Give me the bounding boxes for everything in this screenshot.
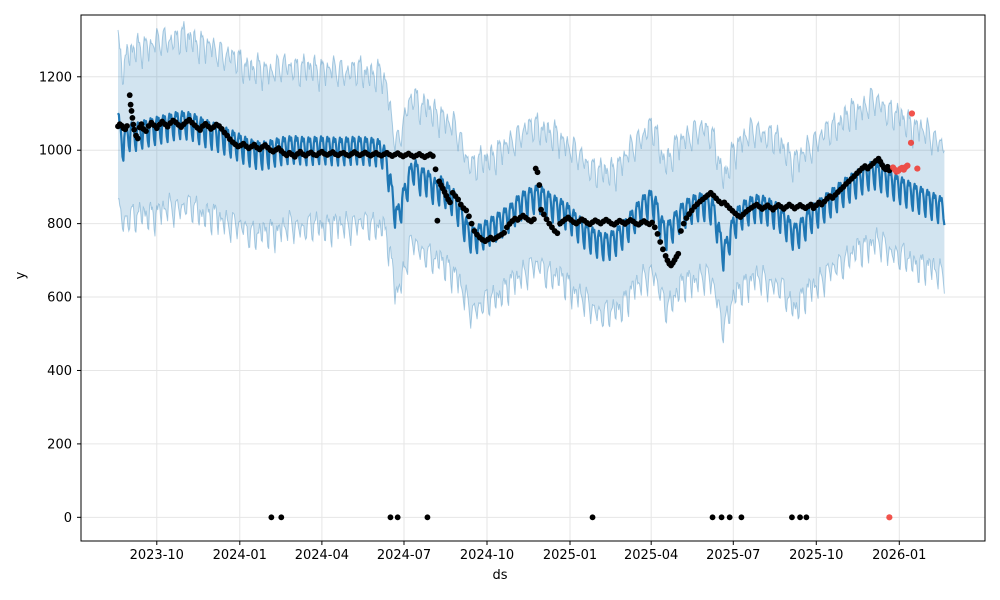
actual-points: [115, 92, 893, 521]
svg-text:2025-10: 2025-10: [789, 548, 843, 563]
svg-text:2025-04: 2025-04: [624, 548, 678, 563]
svg-text:600: 600: [47, 291, 72, 306]
svg-text:1000: 1000: [39, 144, 72, 159]
band-lower-edge: [117, 192, 945, 344]
svg-text:2025-07: 2025-07: [706, 548, 760, 563]
anomaly-points: [886, 110, 921, 521]
plot-area: [115, 21, 946, 521]
svg-text:2026-01: 2026-01: [872, 548, 926, 563]
svg-text:400: 400: [47, 364, 72, 379]
svg-text:1200: 1200: [39, 70, 72, 85]
svg-text:2024-01: 2024-01: [213, 548, 267, 563]
plot-border: [80, 14, 986, 542]
svg-text:0: 0: [64, 511, 72, 526]
svg-text:2023-10: 2023-10: [130, 548, 184, 563]
x-axis-label: ds: [492, 568, 508, 583]
svg-text:800: 800: [47, 217, 72, 232]
svg-text:2024-10: 2024-10: [460, 548, 514, 563]
tick-marks: [77, 76, 900, 545]
y-axis-label: y: [13, 271, 29, 280]
svg-text:200: 200: [47, 437, 72, 452]
svg-text:2024-07: 2024-07: [377, 548, 431, 563]
uncertainty-band: [118, 21, 945, 344]
forecast-line: [117, 110, 946, 272]
tick-labels: 2023-10 2024-01 2024-04 2024-07 2024-10 2025-…: [39, 70, 927, 563]
band-upper-edge: [117, 21, 945, 192]
svg-text:2024-04: 2024-04: [295, 548, 349, 563]
svg-text:2025-01: 2025-01: [543, 548, 597, 563]
